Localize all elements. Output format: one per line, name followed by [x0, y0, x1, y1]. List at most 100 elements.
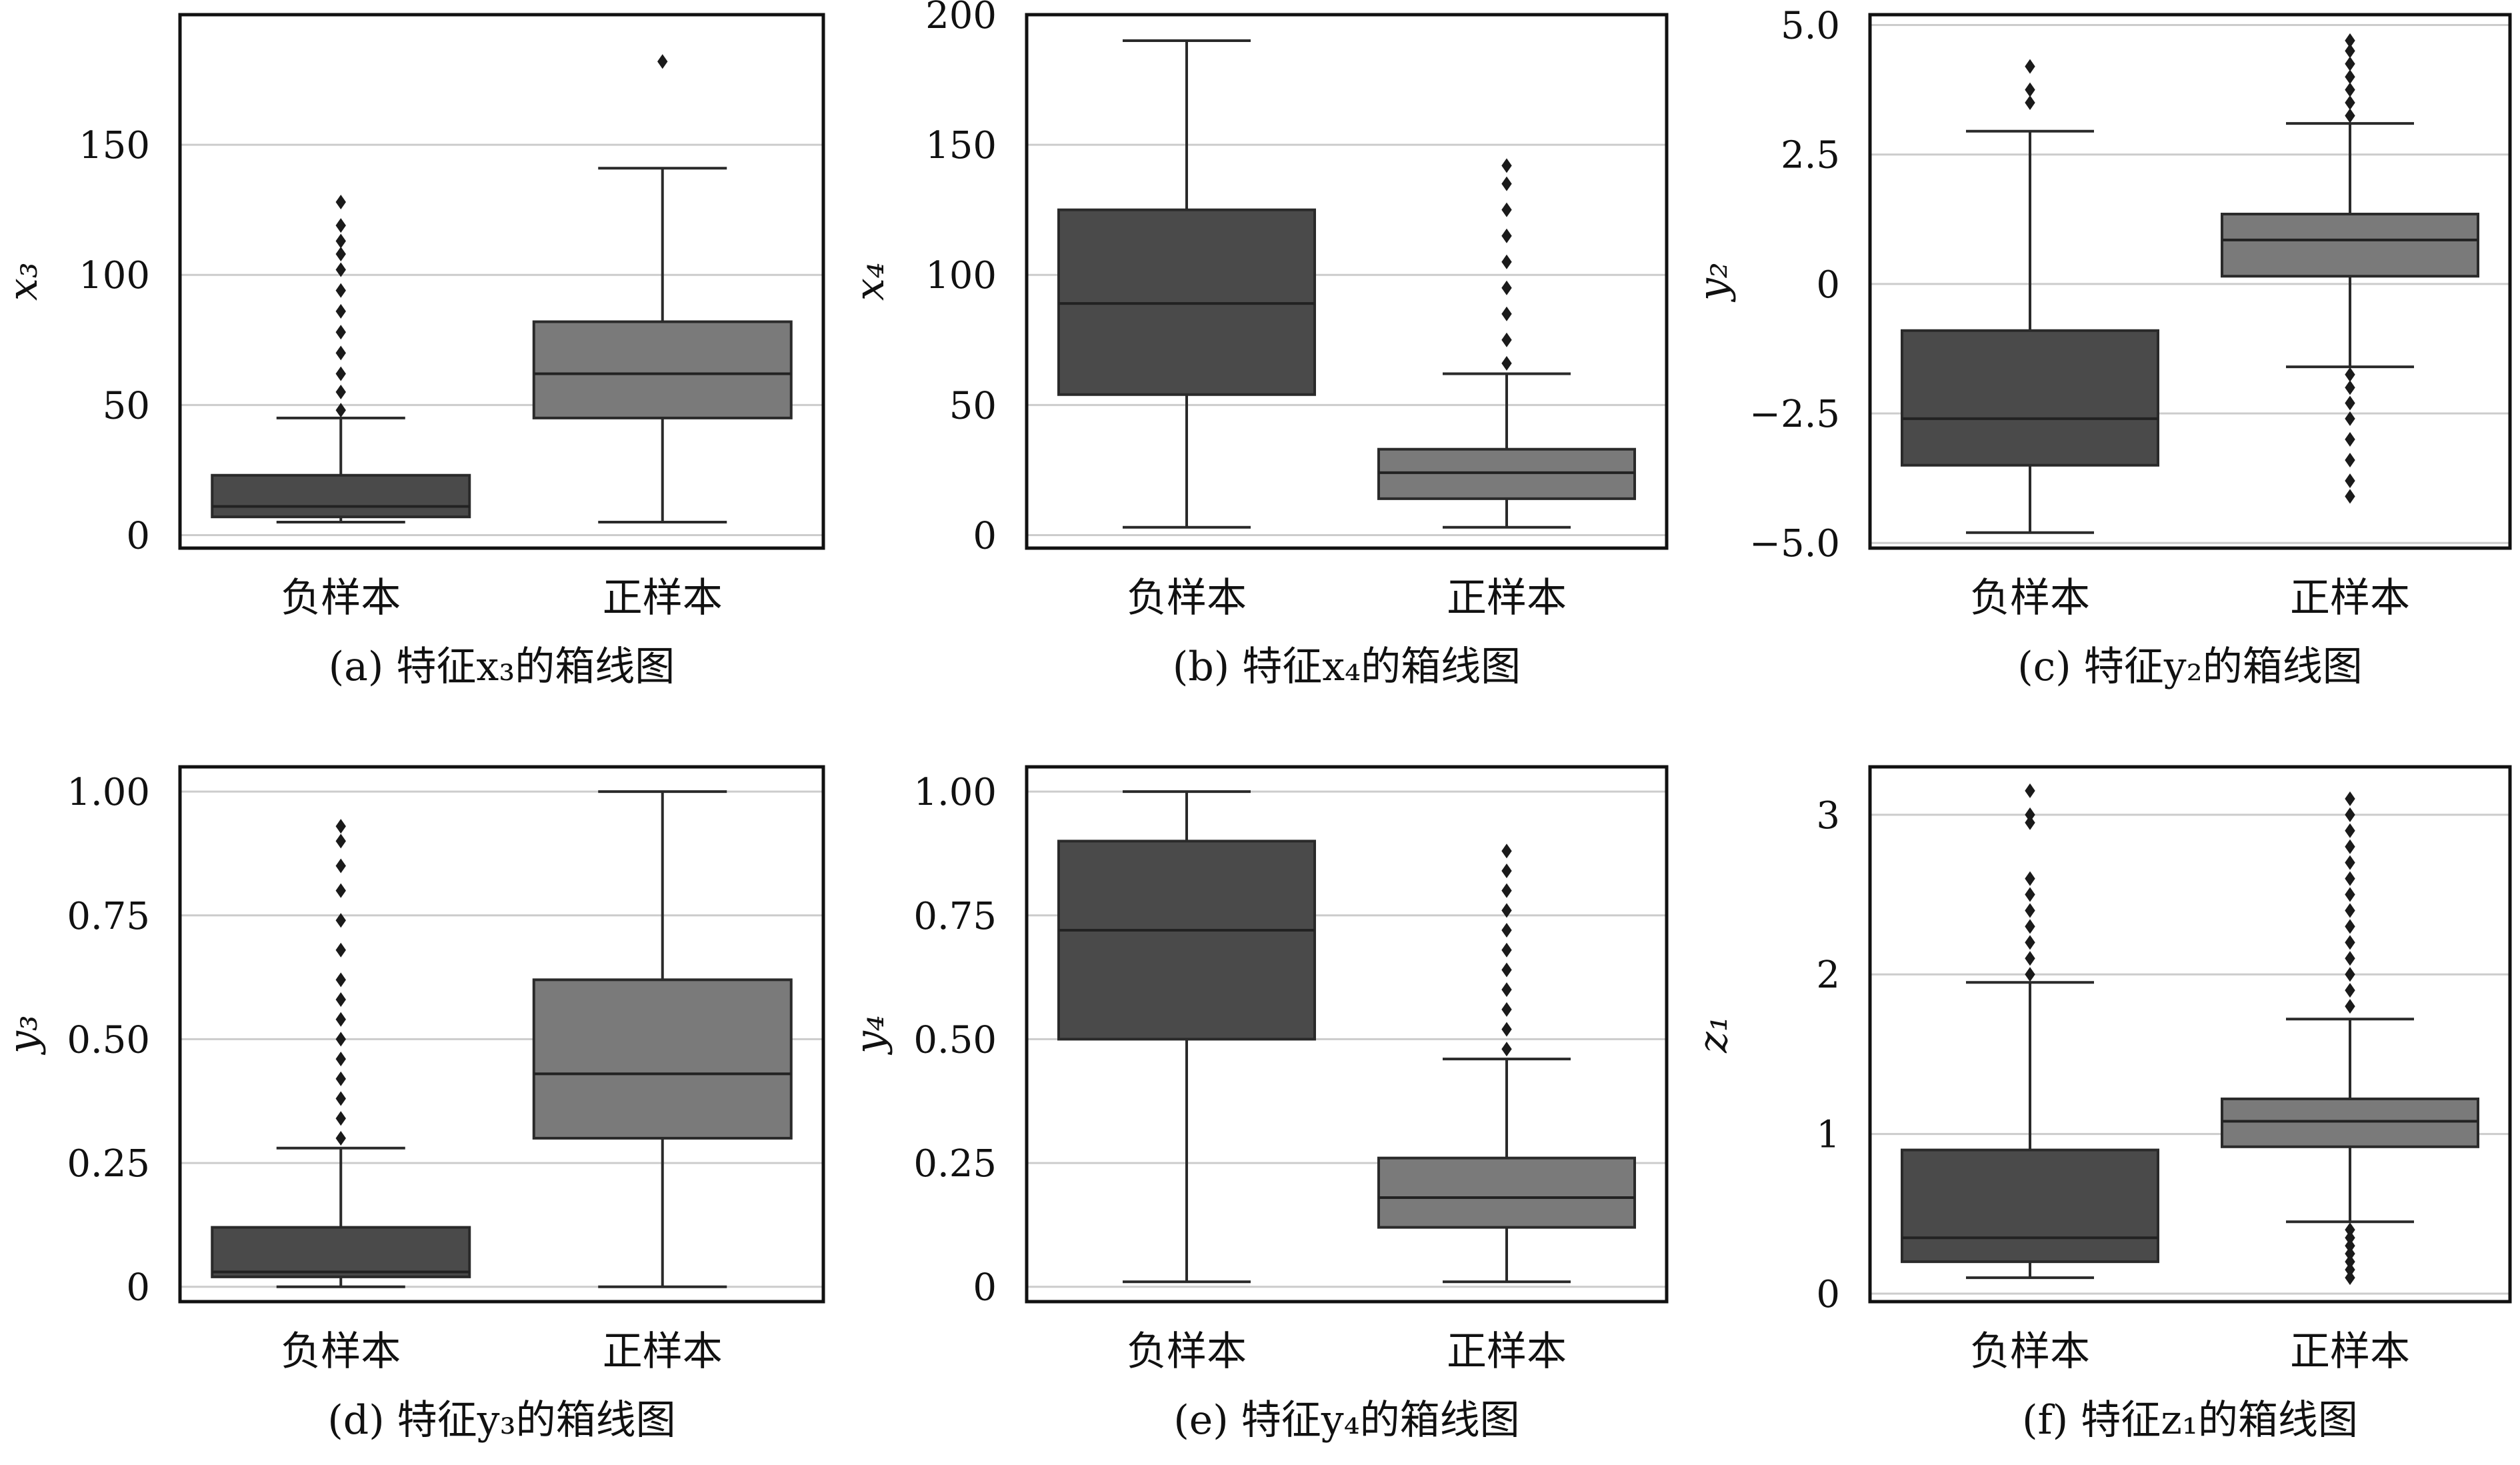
y-tick-label: 100	[79, 254, 150, 297]
outlier-point	[2025, 82, 2035, 97]
outlier-point	[335, 1032, 346, 1047]
outlier-point	[2345, 823, 2355, 838]
axes-frame	[1025, 13, 1669, 550]
boxplot-panel-2: 负样本 正样本 0 50 100 150 200 x₄ (b) 特征x₄的箱线图	[847, 0, 1669, 690]
panel-caption: (c) 特征y₂的箱线图	[2017, 643, 2362, 690]
outlier-point	[2025, 919, 2035, 934]
outlier-point	[1501, 962, 1512, 978]
outlier-point	[335, 384, 346, 399]
y-tick-label: 0	[126, 514, 150, 557]
y-tick-label: 0	[973, 1266, 997, 1310]
y-tick-label: 50	[949, 384, 997, 427]
outlier-point	[1501, 1042, 1512, 1057]
outlier-point	[1501, 863, 1512, 878]
outlier-point	[1501, 923, 1512, 938]
outlier-point	[2345, 935, 2355, 950]
box-positive	[532, 978, 793, 1140]
outlier-point	[1501, 1002, 1512, 1017]
category-label: 负样本	[281, 575, 401, 621]
y-tick-label: 50	[103, 384, 150, 427]
panel-caption: (a) 特征x₃的箱线图	[329, 643, 675, 690]
outlier-point	[335, 403, 346, 418]
y-axis-label: x₃	[0, 262, 47, 301]
outlier-point	[657, 54, 668, 69]
boxplot-panel-1: 负样本 正样本 0 50 100 150 x₃ (a) 特征x₃的箱线图	[0, 13, 825, 690]
outlier-point	[335, 325, 346, 340]
axes-frame	[178, 13, 825, 550]
outlier-point	[335, 218, 346, 233]
panel-caption: (b) 特征x₄的箱线图	[1173, 643, 1521, 690]
outlier-point	[1501, 942, 1512, 958]
outlier-point	[2025, 95, 2035, 111]
y-tick-label: −2.5	[1749, 393, 1840, 436]
outlier-point	[2345, 855, 2355, 870]
outlier-point	[2345, 983, 2355, 998]
outlier-point	[2345, 380, 2355, 395]
outlier-point	[2345, 1246, 2355, 1262]
y-tick-label: 2	[1816, 954, 1840, 997]
y-tick-label: −5.0	[1749, 522, 1840, 565]
y-tick-label: 0	[973, 514, 997, 557]
category-label: 正样本	[2290, 1328, 2410, 1375]
outlier-point	[1501, 254, 1512, 269]
outlier-point	[2345, 871, 2355, 886]
outlier-point	[2345, 95, 2355, 111]
outlier-point	[335, 942, 346, 958]
category-label: 正样本	[603, 575, 723, 621]
outlier-point	[335, 834, 346, 849]
boxplot-panel-4: 负样本 正样本 0 0.25 0.50 0.75 1.00 y₃ (d) 特征y₃的箱线图	[0, 765, 825, 1444]
y-tick-label: 3	[1816, 794, 1840, 838]
outlier-point	[1501, 903, 1512, 918]
outlier-point	[2345, 431, 2355, 447]
outlier-point	[2025, 887, 2035, 902]
outlier-point	[2025, 935, 2035, 950]
y-axis-label: y₂	[1690, 262, 1737, 303]
category-label: 正样本	[1447, 575, 1567, 621]
outlier-point	[2345, 887, 2355, 902]
boxplot-panel-3: 负样本 正样本 −5.0 −2.5 0 2.5 5.0 y₂ (c) 特征y₂的箱线图	[1690, 5, 2512, 690]
outlier-point	[1501, 228, 1512, 243]
panel-caption: (d) 特征y₃的箱线图	[327, 1397, 675, 1444]
outlier-point	[1501, 1022, 1512, 1037]
outlier-point	[1501, 280, 1512, 295]
y-tick-label: 0.50	[913, 1018, 997, 1062]
outlier-point	[2345, 919, 2355, 934]
outlier-point	[2345, 807, 2355, 822]
outlier-point	[1501, 355, 1512, 371]
outlier-point	[1501, 982, 1512, 998]
outlier-point	[1501, 306, 1512, 321]
outlier-point	[2345, 108, 2355, 123]
outlier-point	[2345, 411, 2355, 426]
outlier-point	[335, 366, 346, 381]
y-tick-label: 0.75	[67, 895, 150, 938]
category-label: 正样本	[1447, 1328, 1567, 1375]
y-tick-label: 150	[79, 124, 150, 167]
outlier-point	[335, 1130, 346, 1146]
outlier-point	[1501, 176, 1512, 191]
outlier-point	[335, 283, 346, 298]
panel-caption: (e) 特征y₄的箱线图	[1173, 1397, 1519, 1444]
outlier-point	[1501, 332, 1512, 347]
y-tick-label: 2.5	[1781, 134, 1840, 177]
outlier-point	[1501, 202, 1512, 217]
outlier-point	[335, 1111, 346, 1126]
outlier-point	[2025, 815, 2035, 830]
outlier-point	[335, 1071, 346, 1086]
outlier-point	[2345, 56, 2355, 71]
box-positive	[2221, 1097, 2479, 1148]
outlier-point	[2025, 807, 2035, 822]
category-label: 负样本	[1127, 1328, 1247, 1375]
outlier-point	[2025, 967, 2035, 982]
outlier-point	[335, 262, 346, 277]
y-tick-label: 100	[925, 254, 997, 297]
outlier-point	[2025, 903, 2035, 918]
box-negative	[211, 1226, 471, 1278]
y-tick-label: 0.25	[913, 1142, 997, 1186]
box-negative	[1901, 329, 2159, 467]
category-label: 正样本	[2290, 575, 2410, 621]
panel-caption: (f) 特征z₁的箱线图	[2022, 1397, 2358, 1444]
y-tick-label: 0.25	[67, 1142, 150, 1186]
y-tick-label: 0	[1816, 263, 1840, 307]
outlier-point	[335, 819, 346, 834]
